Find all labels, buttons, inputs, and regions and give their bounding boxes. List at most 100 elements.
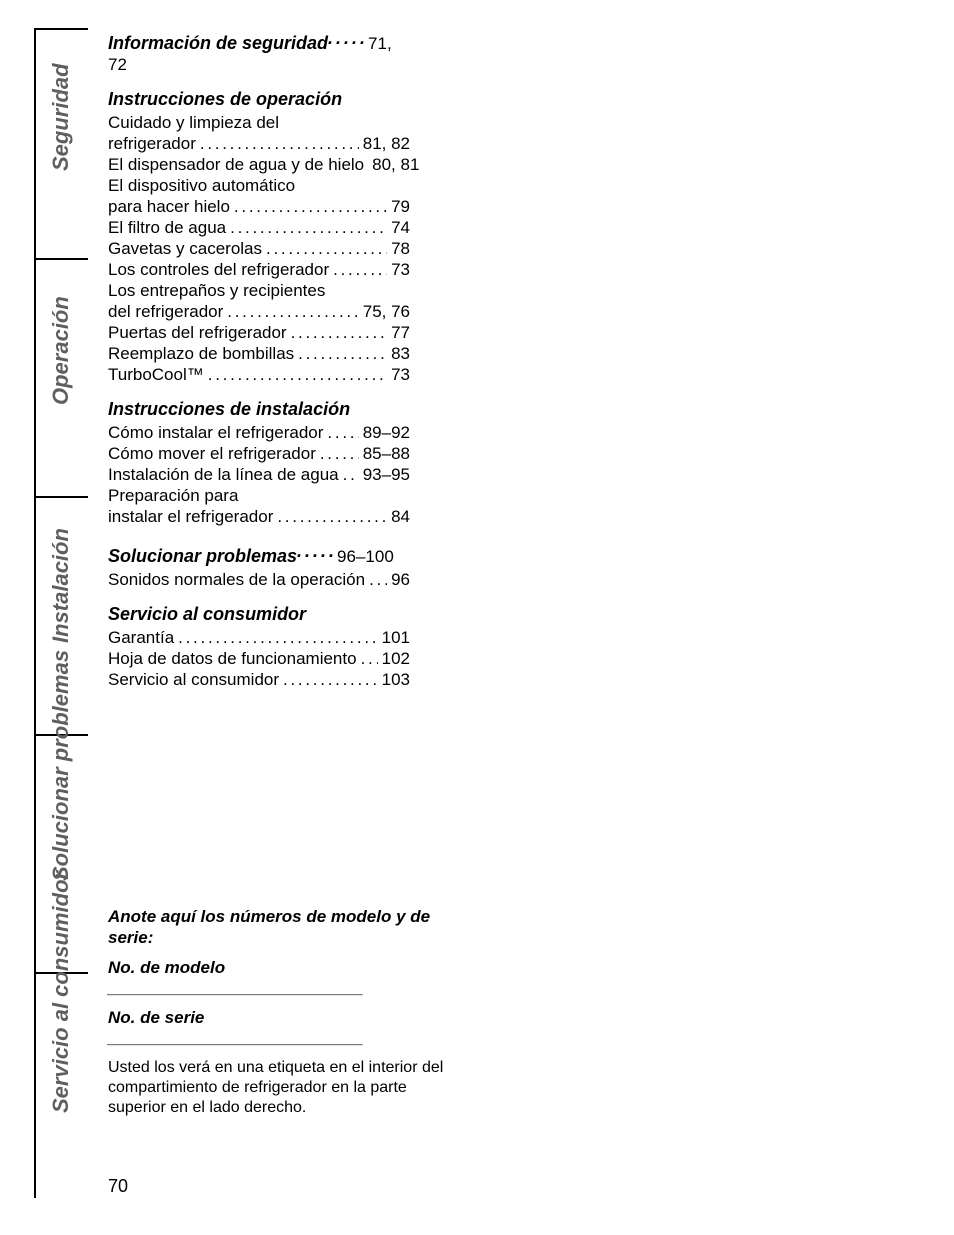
toc-entry-label: Reemplazo de bombillas	[108, 343, 294, 364]
toc-entry-pages: 77	[391, 322, 410, 343]
toc-leader-dots	[266, 238, 387, 259]
toc-entry: Gavetas y cacerolas 78	[108, 238, 410, 259]
sidebar-tab-label: Instalación	[48, 591, 76, 643]
toc-entry-pages: 102	[382, 648, 410, 669]
model-serial-notes: Anote aquí los números de modelo y de se…	[108, 906, 448, 1118]
toc-entry-label: del refrigerador	[108, 301, 223, 322]
toc-section-title: Solucionar problemas96–100	[108, 541, 410, 567]
toc-leader-dots	[369, 569, 387, 590]
sidebar-tab-label: Servicio al consumidor	[48, 1061, 76, 1113]
toc-entry-pages: 79	[391, 196, 410, 217]
notes-body: Usted los verá en una etiqueta en el int…	[108, 1058, 448, 1118]
toc-content: Información de seguridad71, 72 Instruccio…	[108, 28, 410, 704]
toc-leader-dots	[283, 669, 378, 690]
toc-entry-pages: 80, 81	[372, 154, 419, 175]
toc-entry-label: Instalación de la línea de agua	[108, 464, 339, 485]
toc-leader-dots	[277, 506, 387, 527]
toc-entry-pages: 78	[391, 238, 410, 259]
model-number-field: No. de modelo __________________________…	[108, 958, 448, 998]
toc-section: Instrucciones de operaciónCuidado y limp…	[108, 89, 410, 385]
toc-entry-label: refrigerador	[108, 133, 196, 154]
toc-entry-label: Los controles del refrigerador	[108, 259, 329, 280]
toc-section: Servicio al consumidorGarantía101Hoja de…	[108, 604, 410, 690]
sidebar-tab-label: Operación	[48, 353, 76, 405]
toc-leader-dots	[178, 627, 377, 648]
toc-leader-dots	[291, 322, 387, 343]
toc-entry-pages: 101	[382, 627, 410, 648]
toc-entry-label: Gavetas y cacerolas	[108, 238, 262, 259]
toc-entry-preline: Preparación para	[108, 485, 410, 506]
toc-entry-label: Garantía	[108, 627, 174, 648]
toc-entry: El filtro de agua 74	[108, 217, 410, 238]
toc-entry-label: Sonidos normales de la operación	[108, 569, 365, 590]
toc-entry-preline: Cuidado y limpieza del	[108, 112, 410, 133]
toc-entry-label: Cómo instalar el refrigerador	[108, 422, 323, 443]
sidebar-tab: Servicio al consumidor	[36, 972, 88, 1198]
toc-entry: Sonidos normales de la operación 96	[108, 569, 410, 590]
toc-leader-dots	[361, 648, 378, 669]
toc-entry-pages: 73	[391, 259, 410, 280]
toc-entry: del refrigerador 75, 76	[108, 301, 410, 322]
toc-leader-dots	[227, 301, 358, 322]
toc-entry-pages: 75, 76	[363, 301, 410, 322]
toc-entry: Instalación de la línea de agua 93–95	[108, 464, 410, 485]
toc-entry: refrigerador 81, 82	[108, 133, 410, 154]
toc-leader-dots	[200, 133, 359, 154]
toc-leader-dots	[327, 422, 358, 443]
notes-heading: Anote aquí los números de modelo y de se…	[108, 906, 448, 948]
toc-entry: El dispensador de agua y de hielo80, 81	[108, 154, 410, 175]
toc-leader-dots	[230, 217, 387, 238]
toc-entry: Los controles del refrigerador 73	[108, 259, 410, 280]
toc-entry: Puertas del refrigerador 77	[108, 322, 410, 343]
toc-entry-label: para hacer hielo	[108, 196, 230, 217]
toc-section-title: Servicio al consumidor	[108, 604, 410, 625]
toc-entry-preline: El dispositivo automático	[108, 175, 410, 196]
toc-leader-dots	[343, 464, 359, 485]
toc-entry: Hoja de datos de funcionamiento 102	[108, 648, 410, 669]
toc-entry-label: Servicio al consumidor	[108, 669, 279, 690]
toc-entry: Servicio al consumidor 103	[108, 669, 410, 690]
toc-leader-dots	[333, 259, 387, 280]
toc-entry-pages: 89–92	[363, 422, 410, 443]
toc-entry-pages: 103	[382, 669, 410, 690]
toc-entry-label: instalar el refrigerador	[108, 506, 273, 527]
toc-entry-pages: 85–88	[363, 443, 410, 464]
page-number: 70	[108, 1176, 128, 1197]
toc-entry-label: Puertas del refrigerador	[108, 322, 287, 343]
serial-number-field: No. de serie ___________________________	[108, 1008, 448, 1048]
toc-entry: para hacer hielo 79	[108, 196, 410, 217]
toc-entry: Cómo instalar el refrigerador 89–92	[108, 422, 410, 443]
toc-entry-label: TurboCool™	[108, 364, 204, 385]
toc-leader-dots	[320, 443, 359, 464]
toc-entry-pages: 84	[391, 506, 410, 527]
toc-section-title: Instrucciones de instalación	[108, 399, 410, 420]
sidebar-tabs: SeguridadOperaciónInstalaciónSolucionar …	[34, 28, 86, 1198]
toc-entry: Garantía 101	[108, 627, 410, 648]
toc-section-title: Instrucciones de operación	[108, 89, 410, 110]
toc-leader-dots	[234, 196, 387, 217]
toc-entry-pages: 83	[391, 343, 410, 364]
toc-section-title: Información de seguridad71, 72	[108, 28, 410, 75]
toc-entry-pages: 74	[391, 217, 410, 238]
toc-entry-label: Cómo mover el refrigerador	[108, 443, 316, 464]
sidebar-tab: Seguridad	[36, 28, 88, 258]
toc-section: Instrucciones de instalaciónCómo instala…	[108, 399, 410, 527]
toc-entry-pages: 96	[391, 569, 410, 590]
toc-entry: Reemplazo de bombillas 83	[108, 343, 410, 364]
manual-toc-page: Seguridad Operación Instalación Solucionar …	[0, 0, 954, 1235]
toc-entry: instalar el refrigerador 84	[108, 506, 410, 527]
sidebar-tab-label: Seguridad	[48, 119, 76, 171]
toc-entry-label: El filtro de agua	[108, 217, 226, 238]
toc-entry: TurboCool™ 73	[108, 364, 410, 385]
toc-entry: Cómo mover el refrigerador 85–88	[108, 443, 410, 464]
toc-leader-dots	[298, 343, 387, 364]
toc-entry-label: Hoja de datos de funcionamiento	[108, 648, 357, 669]
toc-entry-pages: 93–95	[363, 464, 410, 485]
sidebar-tab: Operación	[36, 258, 88, 496]
toc-entry-pages: 73	[391, 364, 410, 385]
toc-entry-label: El dispensador de agua y de hielo	[108, 154, 364, 175]
toc-entry-preline: Los entrepaños y recipientes	[108, 280, 410, 301]
toc-section: Información de seguridad71, 72	[108, 28, 410, 75]
toc-section: Solucionar problemas96–100Sonidos normal…	[108, 541, 410, 590]
toc-entry-pages: 81, 82	[363, 133, 410, 154]
